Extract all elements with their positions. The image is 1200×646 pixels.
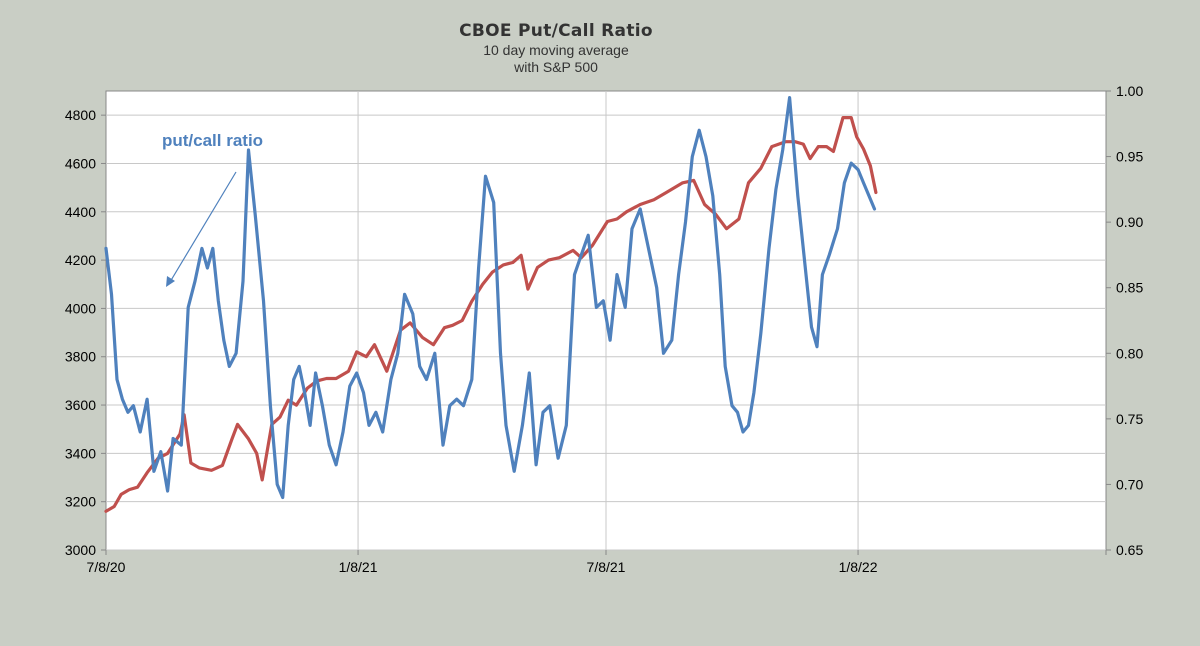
left-tick-label: 3400 — [65, 445, 96, 461]
x-tick-label: 7/8/20 — [87, 559, 126, 575]
right-tick-label: 0.80 — [1116, 345, 1143, 361]
annotation: put/call ratio — [162, 131, 263, 287]
x-tick-label: 7/8/21 — [587, 559, 626, 575]
right-tick-label: 0.85 — [1116, 280, 1143, 296]
chart-subtitle-line-1: 10 day moving average — [483, 42, 629, 58]
x-axis-ticks: 7/8/20 1/8/21 7/8/21 1/8/22 — [87, 550, 1107, 575]
left-tick-label: 4400 — [65, 204, 96, 220]
put-call-ratio-line — [104, 95, 877, 500]
right-tick-label: 0.75 — [1116, 411, 1143, 427]
right-axis-ticks: 0.65 0.70 0.75 0.80 0.85 0.90 0.95 1.00 — [1106, 83, 1143, 558]
left-tick-label: 3200 — [65, 494, 96, 510]
right-tick-label: 0.90 — [1116, 214, 1143, 230]
right-tick-label: 0.70 — [1116, 476, 1143, 492]
left-tick-label: 4800 — [65, 107, 96, 123]
chart-title-block: CBOE Put/Call Ratio 10 day moving averag… — [0, 20, 1112, 76]
x-tick-label: 1/8/22 — [839, 559, 878, 575]
right-tick-label: 1.00 — [1116, 83, 1143, 99]
left-tick-label: 3800 — [65, 349, 96, 365]
series-lines — [104, 95, 878, 513]
left-tick-label: 4000 — [65, 300, 96, 316]
annotation-arrow-line — [169, 171, 237, 283]
left-tick-label: 3000 — [65, 542, 96, 558]
chart-subtitle-line-2: with S&P 500 — [514, 59, 598, 75]
right-tick-label: 0.95 — [1116, 149, 1143, 165]
left-tick-label: 4200 — [65, 252, 96, 268]
left-axis-ticks: 3000 3200 3400 3600 3800 4000 4200 4400 4600 4800 — [65, 107, 106, 558]
annotation-label: put/call ratio — [162, 131, 263, 150]
chart-title: CBOE Put/Call Ratio — [459, 21, 653, 41]
annotation-arrow-head — [166, 276, 175, 287]
left-tick-label: 4600 — [65, 155, 96, 171]
left-tick-label: 3600 — [65, 397, 96, 413]
right-tick-label: 0.65 — [1116, 542, 1143, 558]
x-tick-label: 1/8/21 — [339, 559, 378, 575]
